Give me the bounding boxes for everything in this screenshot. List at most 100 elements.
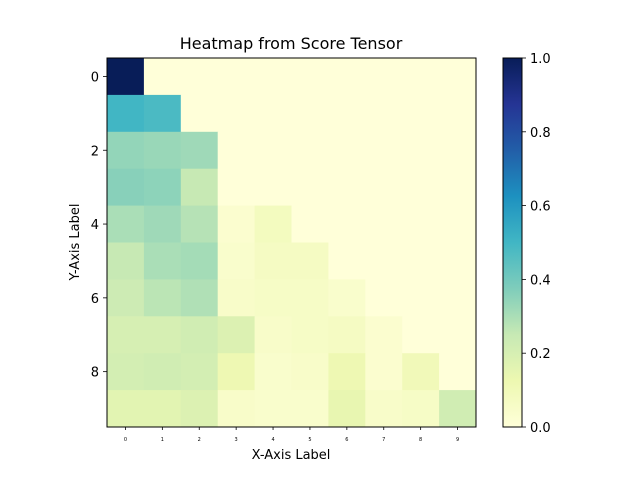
y-axis-ticks: 0 2 4 6 8 <box>91 70 107 381</box>
heatmap-cell <box>143 168 182 206</box>
heatmap-cell <box>180 242 219 280</box>
heatmap-cell <box>217 353 255 391</box>
heatmap-cell <box>328 242 366 280</box>
heatmap-cell <box>180 94 219 133</box>
colorbar-tick-label: 0.8 <box>530 126 551 141</box>
heatmap-cell <box>291 242 329 280</box>
heatmap-cell <box>217 168 255 206</box>
heatmap-cell <box>328 131 366 170</box>
heatmap-cell <box>254 316 292 354</box>
heatmap-cell <box>291 316 329 354</box>
heatmap-cell <box>143 316 182 354</box>
y-axis-label: Y-Axis Label <box>68 204 83 282</box>
heatmap-cell <box>328 205 366 243</box>
heatmap-cell <box>328 168 366 206</box>
colorbar-tick-label: 0.6 <box>530 200 551 215</box>
heatmap-cell <box>180 58 219 96</box>
heatmap-cell <box>402 242 440 280</box>
heatmap-cell <box>365 316 403 354</box>
y-tick-label: 8 <box>91 366 99 381</box>
x-tick-label: 7 <box>382 437 385 443</box>
heatmap-cell <box>180 279 219 317</box>
heatmap-cell <box>254 353 292 391</box>
heatmap-cell <box>254 168 292 206</box>
heatmap-cell <box>254 242 292 280</box>
colorbar-tick-label: 0.0 <box>530 421 551 436</box>
heatmap-cell <box>107 353 145 391</box>
x-tick-label: 5 <box>308 437 311 443</box>
heatmap-cell <box>439 316 477 354</box>
heatmap-cell <box>143 390 182 428</box>
heatmap-cell <box>291 58 329 96</box>
heatmap-cell <box>143 131 182 170</box>
x-tick-label: 6 <box>345 437 348 443</box>
heatmap-cell <box>180 131 219 170</box>
heatmap-cell <box>143 205 182 243</box>
heatmap-cell <box>217 279 255 317</box>
heatmap-cell <box>439 242 477 280</box>
heatmap-cell <box>217 316 255 354</box>
heatmap-cell <box>439 168 477 206</box>
colorbar-tick-label: 0.4 <box>530 273 551 288</box>
chart-title: Heatmap from Score Tensor <box>180 34 403 53</box>
heatmap-cell <box>254 279 292 317</box>
heatmap-cell <box>143 242 182 280</box>
y-tick-label: 0 <box>91 70 99 85</box>
heatmap-cell <box>217 94 255 133</box>
colorbar-tick-label: 0.2 <box>530 347 551 362</box>
x-tick-label: 1 <box>161 437 164 443</box>
heatmap-cell <box>180 168 219 206</box>
heatmap-cell <box>402 58 440 96</box>
y-tick-label: 6 <box>91 292 99 307</box>
heatmap-cell <box>107 131 145 170</box>
x-tick-label: 3 <box>235 437 238 443</box>
heatmap-cell <box>402 94 440 133</box>
heatmap-cell <box>328 58 366 96</box>
plot-frame <box>106 57 477 428</box>
heatmap-cell <box>180 316 219 354</box>
y-tick-label: 4 <box>91 218 99 233</box>
heatmap-cell <box>402 390 440 428</box>
heatmap-cell <box>254 94 292 133</box>
x-tick-label: 8 <box>419 437 422 443</box>
heatmap-cells <box>107 58 477 428</box>
heatmap-cell <box>439 58 477 96</box>
heatmap-cell <box>328 316 366 354</box>
heatmap-cell <box>328 390 366 428</box>
heatmap-cell <box>143 94 182 133</box>
x-tick-label: 2 <box>198 437 201 443</box>
x-tick-label: 4 <box>271 437 274 443</box>
heatmap-cell <box>107 242 145 280</box>
heatmap-cell <box>291 131 329 170</box>
heatmap-cell <box>402 353 440 391</box>
heatmap-cell <box>143 353 182 391</box>
heatmap-cell <box>217 390 255 428</box>
heatmap-cell <box>365 242 403 280</box>
heatmap-cell <box>107 168 145 206</box>
colorbar <box>502 57 523 428</box>
heatmap-cell <box>254 390 292 428</box>
heatmap-cell <box>254 205 292 243</box>
heatmap-cell <box>439 390 477 428</box>
heatmap-cell <box>291 279 329 317</box>
heatmap-cell <box>439 353 477 391</box>
heatmap-cell <box>402 205 440 243</box>
heatmap-cell <box>439 279 477 317</box>
heatmap-cell <box>439 131 477 170</box>
heatmap-cell <box>107 94 145 133</box>
heatmap-cell <box>365 205 403 243</box>
heatmap-cell <box>217 58 255 96</box>
heatmap-cell <box>365 279 403 317</box>
x-axis-label: X-Axis Label <box>252 448 331 463</box>
heatmap-cell <box>402 316 440 354</box>
heatmap-cell <box>365 58 403 96</box>
heatmap-cell <box>291 390 329 428</box>
y-tick-label: 2 <box>91 144 99 159</box>
heatmap-cell <box>291 94 329 133</box>
heatmap-cell <box>107 58 145 96</box>
heatmap-cell <box>291 353 329 391</box>
heatmap-cell <box>439 94 477 133</box>
heatmap-cell <box>328 353 366 391</box>
heatmap-cell <box>217 131 255 170</box>
